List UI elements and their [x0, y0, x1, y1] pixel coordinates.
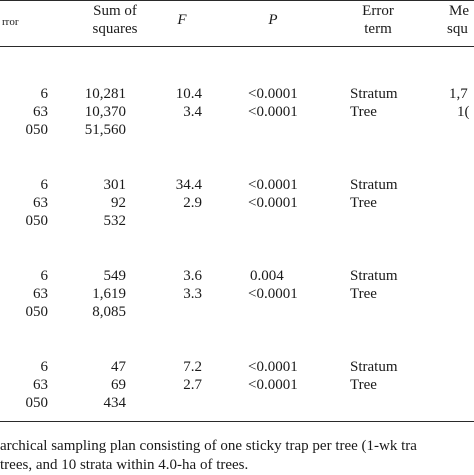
ss-cell: 1,619 — [92, 286, 126, 302]
ss-cell: 532 — [103, 213, 127, 229]
table-bottom-rule — [0, 421, 474, 422]
col-header-error-term-1: Error — [362, 3, 394, 19]
p-cell: 0.004 — [250, 268, 284, 284]
error-term-cell: Tree — [350, 104, 377, 120]
ss-cell: 8,085 — [92, 304, 126, 320]
error-term-cell: Stratum — [350, 86, 398, 102]
p-cell: <0.0001 — [248, 177, 298, 193]
f-cell: 10.4 — [175, 86, 202, 102]
table-footnote-line-2: trees, and 10 strata within 4.0-ha of tr… — [0, 457, 249, 473]
f-cell: 2.9 — [183, 195, 202, 211]
col-header-error-term-2: term — [364, 21, 392, 37]
table-top-rule — [0, 0, 474, 1]
col-header-sum-of-squares-2: squares — [92, 21, 138, 37]
ss-cell: 51,560 — [84, 122, 126, 138]
df-cell: 050 — [25, 304, 49, 320]
df-cell: 6 — [40, 177, 49, 193]
p-cell: <0.0001 — [248, 377, 298, 393]
error-term-cell: Tree — [350, 377, 377, 393]
f-cell: 7.2 — [183, 359, 202, 375]
df-cell: 050 — [25, 395, 49, 411]
df-cell: 6 — [40, 268, 49, 284]
col-header-sum-of-squares-1: Sum of — [93, 3, 137, 19]
mean-square-cell: 1,7 — [449, 86, 468, 102]
col-header-mean-square-2: squ — [447, 21, 468, 37]
ss-cell: 92 — [111, 195, 126, 211]
error-term-cell: Stratum — [350, 177, 398, 193]
ss-cell: 69 — [111, 377, 126, 393]
df-cell: 6 — [40, 359, 49, 375]
f-cell: 2.7 — [183, 377, 202, 393]
df-cell: 6 — [40, 86, 49, 102]
df-cell: 63 — [33, 377, 48, 393]
error-term-cell: Tree — [350, 286, 377, 302]
table-footnote-line-1: archical sampling plan consisting of one… — [0, 438, 417, 454]
df-cell: 63 — [33, 286, 48, 302]
p-cell: <0.0001 — [248, 86, 298, 102]
f-cell: 3.3 — [183, 286, 202, 302]
col-header-p: P — [268, 12, 278, 28]
p-cell: <0.0001 — [248, 359, 298, 375]
error-term-cell: Stratum — [350, 359, 398, 375]
col-header-f: F — [177, 12, 187, 28]
ss-cell: 301 — [103, 177, 127, 193]
p-cell: <0.0001 — [248, 195, 298, 211]
col-header-error-df: rror — [2, 16, 19, 28]
error-term-cell: Stratum — [350, 268, 398, 284]
col-header-mean-square-1: Me — [449, 3, 469, 19]
df-cell: 63 — [33, 195, 48, 211]
p-cell: <0.0001 — [248, 286, 298, 302]
ss-cell: 434 — [103, 395, 127, 411]
df-cell: 050 — [25, 122, 49, 138]
f-cell: 3.6 — [183, 268, 202, 284]
ss-cell: 10,370 — [84, 104, 126, 120]
table-header-rule — [0, 46, 474, 47]
f-cell: 3.4 — [183, 104, 202, 120]
f-cell: 34.4 — [175, 177, 202, 193]
ss-cell: 549 — [103, 268, 127, 284]
ss-cell: 47 — [111, 359, 126, 375]
df-cell: 050 — [25, 213, 49, 229]
p-cell: <0.0001 — [248, 104, 298, 120]
df-cell: 63 — [33, 104, 48, 120]
mean-square-cell: 1( — [457, 104, 470, 120]
error-term-cell: Tree — [350, 195, 377, 211]
ss-cell: 10,281 — [84, 86, 126, 102]
